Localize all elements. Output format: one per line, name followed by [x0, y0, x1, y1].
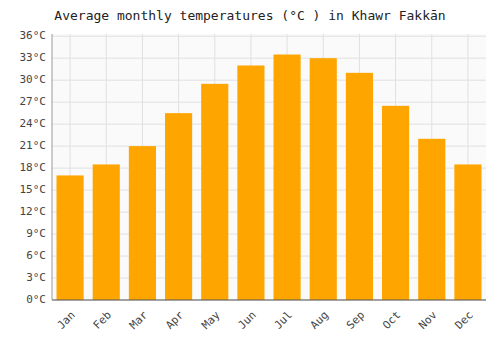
- bar: [346, 73, 373, 300]
- y-tick-label: 33°C: [20, 51, 47, 64]
- y-tick-label: 15°C: [20, 183, 47, 196]
- bar: [418, 139, 445, 300]
- bar: [310, 58, 337, 300]
- y-grid-line: [52, 300, 486, 301]
- bar: [382, 106, 409, 300]
- plot-background: [52, 34, 486, 300]
- x-axis-line: [52, 300, 486, 301]
- x-tick-label: Dec: [452, 309, 475, 332]
- grid: [52, 34, 486, 300]
- bar: [201, 84, 228, 300]
- y-tick-label: 6°C: [26, 249, 46, 262]
- chart-title: Average monthly temperatures (°C ) in Kh…: [54, 8, 445, 23]
- bar: [237, 66, 264, 300]
- x-tick-label: Sep: [344, 309, 367, 332]
- y-tick-label: 18°C: [20, 161, 47, 174]
- y-tick-label: 24°C: [20, 117, 47, 130]
- x-tick-label: Aug: [308, 309, 331, 332]
- chart-container: 0°C 3°C 6°C 9°C 12°C 15°C 18°C 21°C 24°C 27°C 30°C…: [0, 0, 500, 350]
- chart-svg: 0°C 3°C 6°C 9°C 12°C 15°C 18°C 21°C 24°C 27°C 30°C…: [0, 0, 500, 350]
- y-grid-line: [52, 36, 486, 37]
- bar: [454, 164, 481, 300]
- x-tick-label: Jan: [55, 309, 78, 332]
- x-tick-label: Jul: [272, 309, 295, 332]
- y-tick-label: 3°C: [26, 271, 46, 284]
- bar: [129, 146, 156, 300]
- bar: [57, 175, 84, 300]
- y-grid-line: [52, 80, 486, 81]
- bar: [93, 164, 120, 300]
- y-tick-label: 36°C: [20, 29, 47, 42]
- y-grid-line: [52, 102, 486, 103]
- y-tick-label: 30°C: [20, 73, 47, 86]
- x-tick-label: Mar: [127, 308, 151, 332]
- y-axis-line: [52, 34, 53, 300]
- x-tick-label: Apr: [163, 308, 187, 332]
- x-tick-label: Nov: [416, 308, 440, 332]
- x-tick-label: May: [199, 308, 223, 332]
- bar: [165, 113, 192, 300]
- y-grid-line: [52, 124, 486, 125]
- y-grid-line: [52, 58, 486, 59]
- x-tick-label: Oct: [380, 309, 403, 332]
- bar: [274, 55, 301, 300]
- y-tick-label: 0°C: [26, 293, 46, 306]
- y-tick-label: 21°C: [20, 139, 47, 152]
- x-tick-label: Jun: [235, 309, 258, 332]
- y-tick-label: 9°C: [26, 227, 46, 240]
- bars: [57, 55, 482, 300]
- x-tick-label: Feb: [91, 309, 114, 332]
- y-tick-label: 12°C: [20, 205, 47, 218]
- y-tick-label: 27°C: [20, 95, 47, 108]
